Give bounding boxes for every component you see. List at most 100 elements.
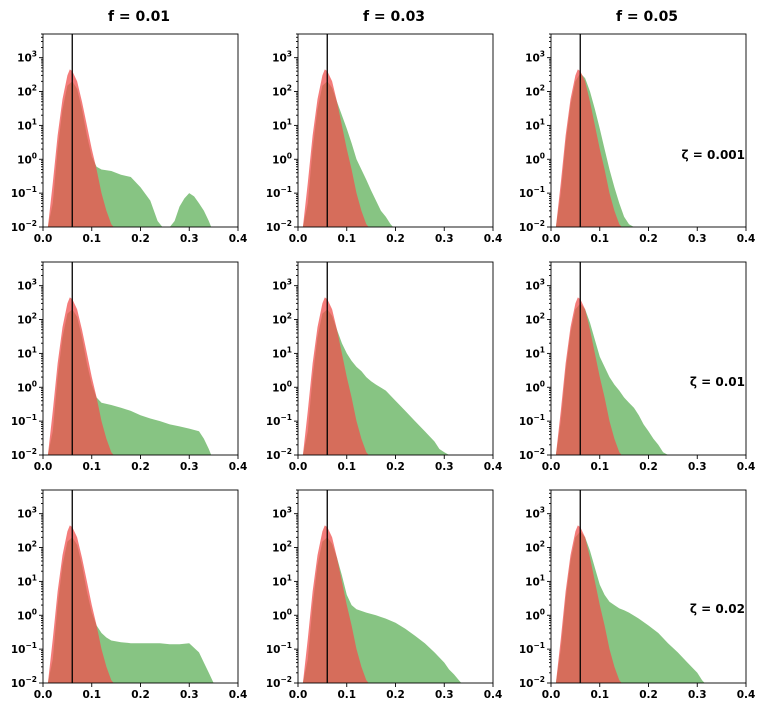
panel-r2-c0: 0.0 0.1 0.2 0.3 0.4 10−2 10−1 100 101 102 103: [11, 489, 248, 701]
y-tick-label: 102: [525, 312, 545, 327]
y-tick-label: 102: [272, 540, 292, 555]
column-title: f = 0.05: [616, 9, 678, 25]
panel-r1-c1: 0.0 0.1 0.2 0.3 0.4 10−2 10−1 100 101 102 103: [266, 261, 503, 473]
y-tick-label: 103: [525, 50, 545, 65]
red-area-series: [302, 297, 369, 455]
x-tick-label: 0.2: [131, 461, 150, 473]
y-tick-label: 10−2: [266, 675, 292, 690]
x-tick-label: 0.4: [737, 461, 756, 473]
x-tick-label: 0.0: [34, 689, 53, 701]
y-tick-label: 100: [272, 379, 292, 394]
x-tick-label: 0.0: [542, 233, 561, 245]
x-tick-label: 0.0: [542, 461, 561, 473]
y-tick-label: 103: [525, 278, 545, 293]
row-label: ζ = 0.01: [690, 375, 745, 389]
row-label: ζ = 0.02: [690, 602, 745, 616]
y-tick-label: 102: [17, 84, 37, 99]
y-tick-label: 10−2: [11, 675, 37, 690]
x-tick-label: 0.1: [337, 461, 356, 473]
y-tick-label: 10−1: [11, 413, 37, 428]
x-tick-label: 0.3: [688, 233, 707, 245]
panel-r0-c1: 0.0 0.1 0.2 0.3 0.4 10−2 10−1 100 101 102 103: [266, 33, 503, 245]
y-tick-label: 10−1: [11, 641, 37, 656]
red-area-series: [555, 69, 622, 227]
y-tick-label: 103: [17, 50, 37, 65]
y-tick-label: 10−2: [11, 447, 37, 462]
y-tick-label: 100: [17, 607, 37, 622]
y-tick-label: 101: [17, 117, 37, 132]
x-tick-label: 0.3: [688, 689, 707, 701]
y-tick-label: 101: [17, 345, 37, 360]
x-tick-label: 0.2: [386, 689, 405, 701]
x-tick-label: 0.1: [82, 233, 101, 245]
plot-area: [555, 34, 634, 227]
y-tick-label: 103: [272, 50, 292, 65]
y-tick-label: 100: [525, 379, 545, 394]
plot-area: [47, 262, 212, 455]
x-tick-label: 0.4: [484, 461, 503, 473]
x-tick-label: 0.3: [180, 689, 199, 701]
panel-r0-c2: 0.0 0.1 0.2 0.3 0.4 10−2 10−1 100 101 102 103: [519, 33, 756, 245]
y-tick-label: 103: [17, 278, 37, 293]
y-tick-label: 102: [272, 312, 292, 327]
x-tick-label: 0.4: [484, 233, 503, 245]
y-tick-label: 102: [17, 312, 37, 327]
plot-area: [302, 262, 450, 455]
y-tick-label: 100: [525, 151, 545, 166]
y-tick-label: 10−2: [519, 447, 545, 462]
x-tick-label: 0.4: [737, 233, 756, 245]
plot-area: [47, 34, 212, 227]
x-tick-label: 0.3: [435, 233, 454, 245]
column-title: f = 0.03: [363, 9, 425, 25]
x-tick-label: 0.3: [435, 689, 454, 701]
red-area-series: [47, 69, 114, 227]
y-tick-label: 102: [525, 540, 545, 555]
x-tick-label: 0.4: [229, 233, 248, 245]
y-tick-label: 101: [525, 573, 545, 588]
x-tick-label: 0.1: [590, 461, 609, 473]
plot-area: [47, 490, 214, 683]
y-tick-label: 101: [272, 117, 292, 132]
y-tick-label: 100: [17, 151, 37, 166]
y-tick-label: 10−1: [266, 185, 292, 200]
y-tick-label: 10−2: [266, 447, 292, 462]
panel-r0-c0: 0.0 0.1 0.2 0.3 0.4 10−2 10−1 100 101 102 103: [11, 33, 248, 245]
panel-r1-c2: 0.0 0.1 0.2 0.3 0.4 10−2 10−1 100 101 102 103: [519, 261, 756, 473]
x-tick-label: 0.2: [639, 689, 658, 701]
y-tick-label: 102: [525, 84, 545, 99]
y-tick-label: 103: [17, 506, 37, 521]
red-area-series: [555, 297, 622, 455]
x-tick-label: 0.2: [639, 461, 658, 473]
y-tick-label: 10−1: [266, 641, 292, 656]
y-tick-label: 10−1: [266, 413, 292, 428]
x-tick-label: 0.1: [82, 461, 101, 473]
red-area-series: [302, 525, 369, 683]
x-tick-label: 0.0: [289, 233, 308, 245]
y-tick-label: 10−1: [519, 413, 545, 428]
x-tick-label: 0.2: [386, 233, 405, 245]
y-tick-label: 102: [272, 84, 292, 99]
x-tick-label: 0.4: [229, 461, 248, 473]
x-tick-label: 0.1: [82, 689, 101, 701]
panels-layer: 0.0 0.1 0.2 0.3 0.4 10−2 10−1 100 101 102 103 0.0 0.…: [11, 33, 756, 701]
y-tick-label: 103: [272, 278, 292, 293]
x-tick-label: 0.3: [180, 233, 199, 245]
x-tick-label: 0.3: [180, 461, 199, 473]
x-tick-label: 0.2: [386, 461, 405, 473]
x-tick-label: 0.4: [229, 689, 248, 701]
y-tick-label: 100: [525, 607, 545, 622]
y-tick-label: 101: [17, 573, 37, 588]
plot-area: [302, 490, 462, 683]
plot-area: [555, 490, 705, 683]
x-tick-label: 0.4: [484, 689, 503, 701]
y-tick-label: 101: [525, 117, 545, 132]
red-area-series: [302, 69, 369, 227]
x-tick-label: 0.4: [737, 689, 756, 701]
x-tick-label: 0.1: [337, 233, 356, 245]
x-tick-label: 0.0: [289, 689, 308, 701]
red-area-series: [47, 525, 114, 683]
y-tick-label: 101: [272, 573, 292, 588]
panel-r2-c1: 0.0 0.1 0.2 0.3 0.4 10−2 10−1 100 101 102 103: [266, 489, 503, 701]
red-area-series: [555, 525, 622, 683]
